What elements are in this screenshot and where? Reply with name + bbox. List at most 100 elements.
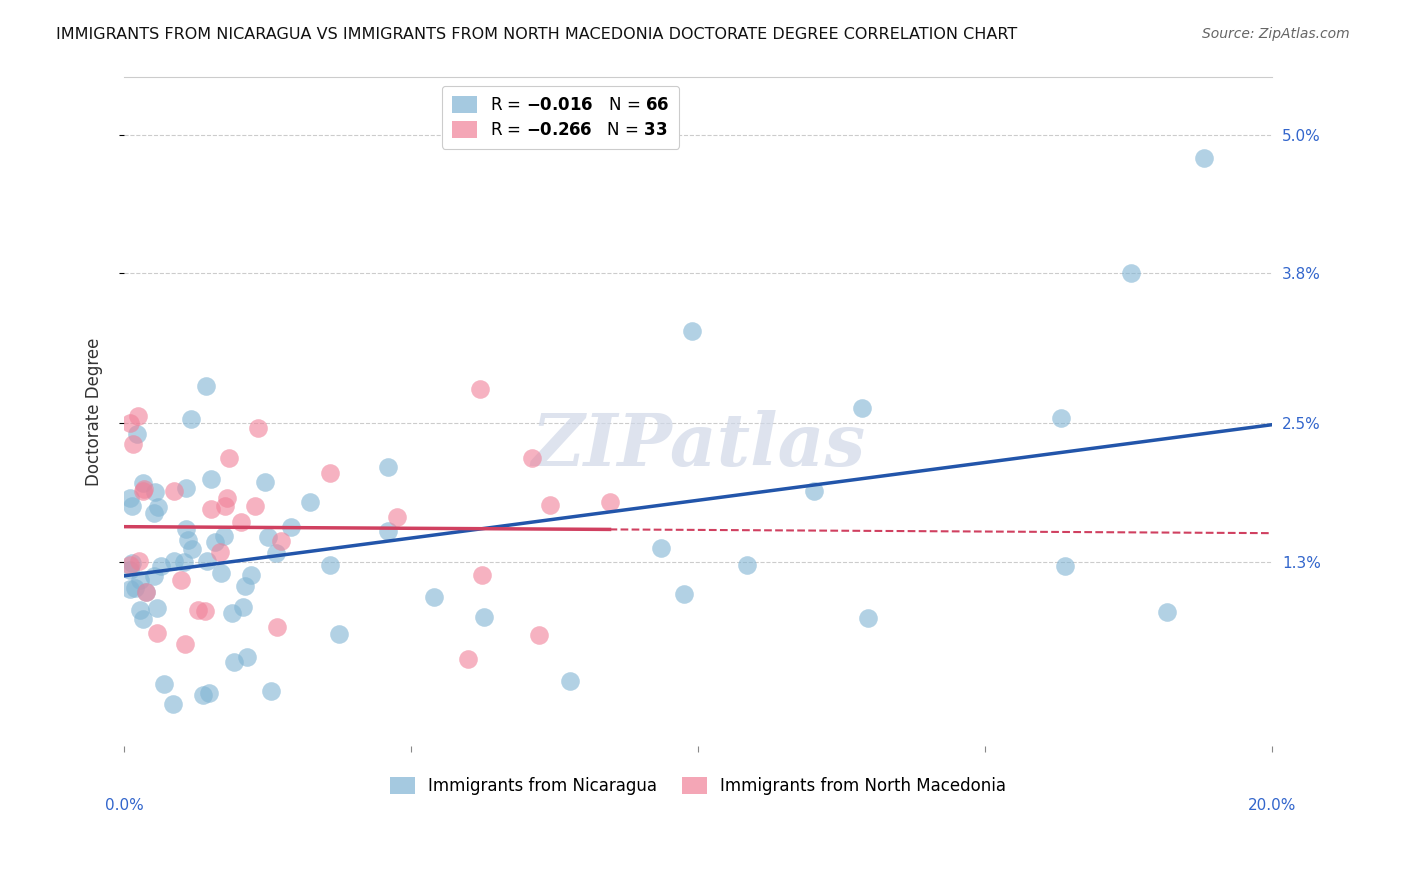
Point [803, 484, 825, 499]
Point [146, 500, 169, 514]
Point [229, 515, 252, 529]
Point [194, 604, 217, 618]
Point [128, 554, 150, 568]
Point [121, 556, 143, 570]
Point [170, 573, 193, 587]
Point [132, 612, 155, 626]
Point [198, 685, 221, 699]
Point [174, 637, 197, 651]
Point [129, 573, 152, 587]
Text: Source: ZipAtlas.com: Source: ZipAtlas.com [1202, 27, 1350, 41]
Point [560, 673, 582, 688]
Point [681, 324, 703, 338]
Point [209, 566, 232, 580]
Text: 0.0%: 0.0% [105, 798, 143, 814]
Point [150, 558, 173, 573]
Point [224, 656, 246, 670]
Point [243, 499, 266, 513]
Point [163, 483, 186, 498]
Point [257, 531, 280, 545]
Point [195, 554, 218, 568]
Text: 20.0%: 20.0% [1249, 798, 1296, 814]
Point [266, 620, 288, 634]
Point [134, 482, 156, 496]
Point [132, 475, 155, 490]
Point [214, 499, 236, 513]
Point [468, 382, 491, 396]
Point [128, 602, 150, 616]
Point [143, 569, 166, 583]
Point [208, 545, 231, 559]
Legend: Immigrants from Nicaragua, Immigrants from North Macedonia: Immigrants from Nicaragua, Immigrants fr… [380, 766, 1017, 805]
Point [174, 481, 197, 495]
Point [118, 563, 141, 577]
Point [471, 567, 494, 582]
Point [221, 607, 243, 621]
Point [194, 379, 217, 393]
Point [319, 558, 342, 573]
Point [650, 541, 672, 555]
Point [377, 460, 399, 475]
Point [270, 533, 292, 548]
Point [253, 475, 276, 490]
Point [264, 546, 287, 560]
Point [856, 611, 879, 625]
Text: IMMIGRANTS FROM NICARAGUA VS IMMIGRANTS FROM NORTH MACEDONIA DOCTORATE DEGREE CO: IMMIGRANTS FROM NICARAGUA VS IMMIGRANTS … [56, 27, 1018, 42]
Point [377, 524, 399, 538]
Point [538, 498, 561, 512]
Point [1192, 151, 1215, 165]
Point [163, 554, 186, 568]
Point [146, 625, 169, 640]
Point [173, 555, 195, 569]
Point [135, 585, 157, 599]
Point [236, 649, 259, 664]
Point [215, 491, 238, 506]
Point [233, 579, 256, 593]
Point [118, 417, 141, 431]
Point [118, 582, 141, 597]
Point [118, 558, 141, 572]
Point [181, 541, 204, 556]
Point [218, 450, 240, 465]
Point [212, 529, 235, 543]
Point [1156, 605, 1178, 619]
Point [187, 603, 209, 617]
Point [143, 485, 166, 500]
Point [240, 567, 263, 582]
Text: ZIPatlas: ZIPatlas [531, 409, 865, 481]
Point [153, 677, 176, 691]
Point [385, 510, 408, 524]
Point [735, 558, 758, 572]
Point [457, 652, 479, 666]
Point [121, 499, 143, 513]
Point [124, 582, 146, 596]
Point [142, 506, 165, 520]
Point [200, 502, 222, 516]
Point [260, 684, 283, 698]
Point [527, 628, 550, 642]
Point [118, 491, 141, 505]
Point [204, 535, 226, 549]
Point [193, 688, 215, 702]
Point [232, 599, 254, 614]
Point [1119, 267, 1142, 281]
Point [851, 401, 873, 415]
Point [176, 533, 198, 547]
Point [1049, 411, 1071, 425]
Point [180, 412, 202, 426]
Point [319, 466, 342, 480]
Point [298, 495, 321, 509]
Point [1053, 558, 1076, 573]
Point [127, 409, 149, 423]
Point [280, 520, 302, 534]
Point [423, 590, 446, 604]
Point [146, 600, 169, 615]
Point [599, 495, 621, 509]
Point [472, 610, 495, 624]
Point [121, 437, 143, 451]
Point [174, 522, 197, 536]
Point [520, 450, 543, 465]
Point [247, 420, 270, 434]
Point [127, 427, 149, 442]
Point [200, 472, 222, 486]
